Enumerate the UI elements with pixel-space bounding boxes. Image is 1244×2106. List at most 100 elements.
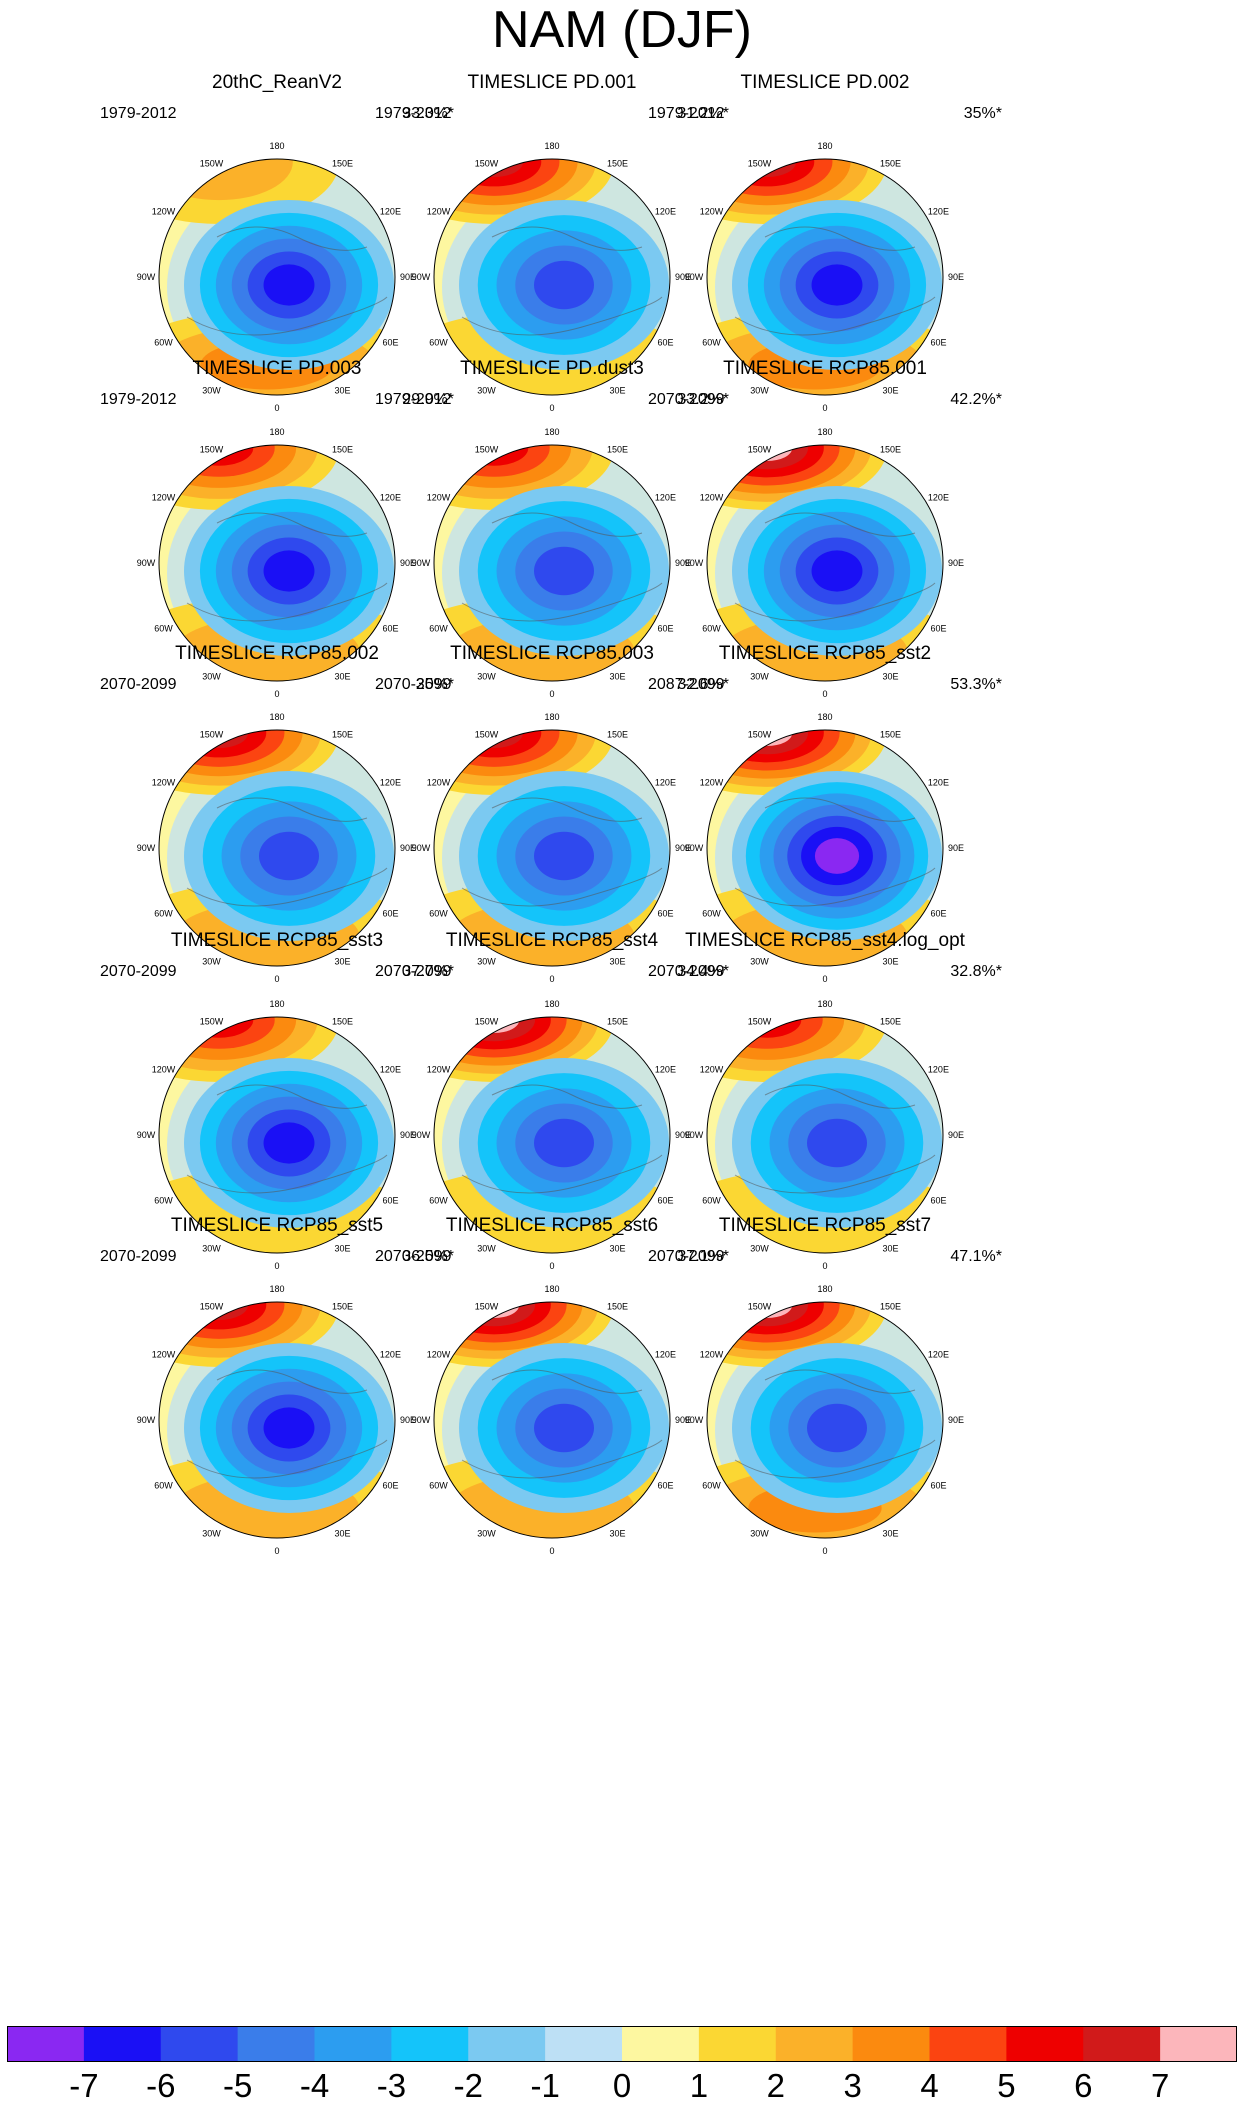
longitude-label: 60E — [657, 1481, 673, 1491]
map-panel: TIMESLICE RCP85_sst7 2070-2099 47.1%* 180 15… — [618, 1215, 1032, 1599]
longitude-label: 150W — [200, 1302, 224, 1312]
panel-period: 2070-2099 — [100, 676, 177, 693]
colorbar-swatch — [1083, 2026, 1161, 2062]
longitude-label: 0 — [274, 974, 279, 984]
longitude-label: 60W — [154, 1196, 173, 1206]
map-border — [158, 1301, 396, 1539]
longitude-label: 90W — [412, 1130, 431, 1140]
panel-variance: 31.2%* — [677, 105, 729, 122]
colorbar-tick-label: -4 — [299, 2067, 330, 2104]
panel-period: 1979-2012 — [100, 105, 177, 122]
polar-map: 180 150E 120E 90E 60E 30E 0 30W 60W 90W 120W 150W — [412, 712, 691, 984]
map-panel: TIMESLICE RCP85_sst6 2070-2099 37.1%* 180 15… — [345, 1215, 759, 1599]
panel-variance: 37.1%* — [677, 1248, 729, 1265]
polar-map: 180 150E 120E 90E 60E 30E 0 30W 60W 90W 120W 150W — [685, 712, 964, 984]
longitude-label: 60E — [382, 909, 398, 919]
colorbar-labels: -7 -6 -5 -4 -3 -2 -1 0 1 2 3 4 5 6 7 — [0, 2068, 1244, 2104]
longitude-label: 30E — [882, 1528, 898, 1538]
map-border — [158, 444, 396, 682]
longitude-label: 90E — [675, 1130, 691, 1140]
colorbar-swatch — [852, 2026, 930, 2062]
panel-title: TIMESLICE RCP85_sst2 — [718, 643, 932, 664]
longitude-label: 120W — [700, 1065, 724, 1075]
coastline — [461, 512, 663, 622]
longitude-label: 30E — [609, 1243, 625, 1253]
panel-period: 2070-2099 — [375, 1248, 452, 1265]
colorbar-tick-label: 6 — [1074, 2067, 1093, 2104]
panel-period: 1979-2012 — [375, 105, 452, 122]
longitude-label: 150W — [748, 445, 772, 455]
longitude-label: 150E — [607, 1302, 628, 1312]
longitude-label: 120E — [655, 778, 676, 788]
panel-period: 1979-2012 — [100, 391, 177, 408]
figure-title: NAM (DJF) — [492, 1, 752, 59]
arctic-anomaly-level-6 — [811, 550, 863, 592]
longitude-label: 30E — [334, 1528, 350, 1538]
longitude-label: 0 — [822, 403, 827, 413]
polar-map: 180 150E 120E 90E 60E 30E 0 30W 60W 90W 120W 150W — [685, 1284, 964, 1556]
panel-variance: 35%* — [963, 105, 1002, 122]
coastline — [734, 1084, 936, 1194]
colorbar-tick-label: 3 — [843, 2067, 862, 2104]
longitude-label: 120W — [427, 778, 451, 788]
map-border — [706, 1016, 944, 1254]
longitude-label: 120W — [152, 493, 176, 503]
longitude-label: 30W — [202, 1243, 221, 1253]
longitude-label: 90E — [675, 558, 691, 568]
polar-map: 180 150E 120E 90E 60E 30E 0 30W 60W 90W 120W 150W — [412, 141, 691, 413]
longitude-label: 90W — [137, 843, 156, 853]
longitude-label: 30E — [882, 671, 898, 681]
longitude-label: 150E — [332, 445, 353, 455]
coastline — [734, 1369, 936, 1479]
longitude-label: 30E — [334, 671, 350, 681]
longitude-label: 60W — [429, 909, 448, 919]
panel-period: 1979-2012 — [375, 391, 452, 408]
longitude-label: 30E — [334, 1243, 350, 1253]
longitude-label: 150E — [607, 445, 628, 455]
colorbar-swatch — [622, 2026, 700, 2062]
map-border — [433, 729, 671, 967]
longitude-label: 120W — [152, 1350, 176, 1360]
longitude-label: 90E — [948, 1130, 964, 1140]
colorbar-tick-label: 4 — [920, 2067, 939, 2104]
coastline — [461, 797, 663, 907]
longitude-label: 120E — [655, 1065, 676, 1075]
longitude-label: 150W — [748, 1017, 772, 1027]
longitude-label: 0 — [274, 689, 279, 699]
coastline — [186, 1084, 388, 1194]
panel-title: TIMESLICE RCP85.002 — [175, 643, 379, 664]
longitude-label: 90W — [412, 843, 431, 853]
longitude-label: 0 — [822, 1261, 827, 1271]
longitude-label: 150E — [880, 159, 901, 169]
longitude-label: 90E — [675, 272, 691, 282]
longitude-label: 150E — [880, 445, 901, 455]
arctic-anomaly-level-5 — [534, 546, 594, 596]
arctic-anomaly-level-5 — [534, 1118, 594, 1168]
longitude-label: 0 — [274, 403, 279, 413]
longitude-label: 90W — [137, 1415, 156, 1425]
longitude-label: 150E — [332, 159, 353, 169]
longitude-label: 90E — [948, 843, 964, 853]
panel-title: TIMESLICE PD.002 — [740, 72, 910, 93]
map-border — [158, 158, 396, 396]
longitude-label: 120E — [928, 1350, 949, 1360]
longitude-label: 120W — [700, 778, 724, 788]
longitude-label: 60W — [154, 1481, 173, 1491]
map-border — [433, 158, 671, 396]
panel-title: TIMESLICE PD.dust3 — [460, 358, 644, 379]
map-border — [158, 1016, 396, 1254]
longitude-label: 60E — [930, 909, 946, 919]
longitude-label: 90E — [400, 1415, 416, 1425]
longitude-label: 150W — [475, 730, 499, 740]
map-panel: TIMESLICE RCP85.003 2070-2099 32.6%* 180 150… — [345, 643, 759, 1027]
colorbar-swatch — [1006, 2026, 1084, 2062]
longitude-label: 0 — [549, 1546, 554, 1556]
longitude-label: 90W — [685, 558, 704, 568]
colorbar-swatch — [7, 2026, 85, 2062]
panel-title: TIMESLICE RCP85_sst5 — [170, 1215, 384, 1236]
longitude-label: 150W — [475, 1017, 499, 1027]
longitude-label: 0 — [822, 689, 827, 699]
colorbar-swatch — [391, 2026, 469, 2062]
longitude-label: 180 — [544, 999, 559, 1009]
longitude-label: 30W — [202, 1528, 221, 1538]
